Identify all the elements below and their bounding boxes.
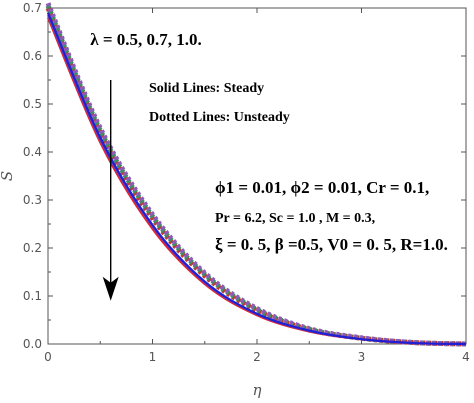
series-group	[45, 2, 467, 347]
params-line-1: ϕ1 = 0.01, ϕ2 = 0.01, Cr = 0.1,	[215, 178, 429, 197]
y-tick-label: 0.1	[23, 289, 42, 303]
arrow-head	[102, 276, 119, 301]
y-axis-label: S	[0, 171, 16, 181]
params-line-3: ξ = 0. 5, β =0.5, V0 = 0. 5, R=1.0.	[215, 235, 448, 254]
annotations: λ = 0.5, 0.7, 1.0. Solid Lines: Steady D…	[90, 30, 448, 301]
legend-solid-label: Solid Lines: Steady	[149, 81, 264, 96]
y-tick-label: 0.2	[23, 241, 42, 255]
x-tick-label: 1	[149, 350, 157, 364]
y-tick-label: 0.7	[23, 1, 42, 15]
params-line-2: Pr = 6.2, Sc = 1.0 , M = 0.3,	[215, 211, 375, 226]
axes: 0 1 2 3 4 0.0 0.1 0.2 0.3 0.4 0.5 0.6 0.7 η S	[0, 1, 470, 399]
lambda-label: λ = 0.5, 0.7, 1.0.	[90, 30, 202, 49]
y-tick-label: 0.5	[23, 97, 42, 111]
legend-dotted-label: Dotted Lines: Unsteady	[149, 110, 290, 125]
y-tick-label: 0.6	[23, 49, 42, 63]
y-tick-label: 0.0	[23, 337, 42, 351]
y-tick-label: 0.4	[23, 145, 42, 159]
x-axis-label: η	[253, 381, 262, 399]
y-tick-label: 0.3	[23, 193, 42, 207]
series-line-solid-2	[46, 12, 467, 346]
x-tick-label: 3	[358, 350, 366, 364]
x-tick-label: 4	[462, 350, 470, 364]
x-tick-label: 2	[253, 350, 261, 364]
x-tick-label: 0	[44, 350, 52, 364]
